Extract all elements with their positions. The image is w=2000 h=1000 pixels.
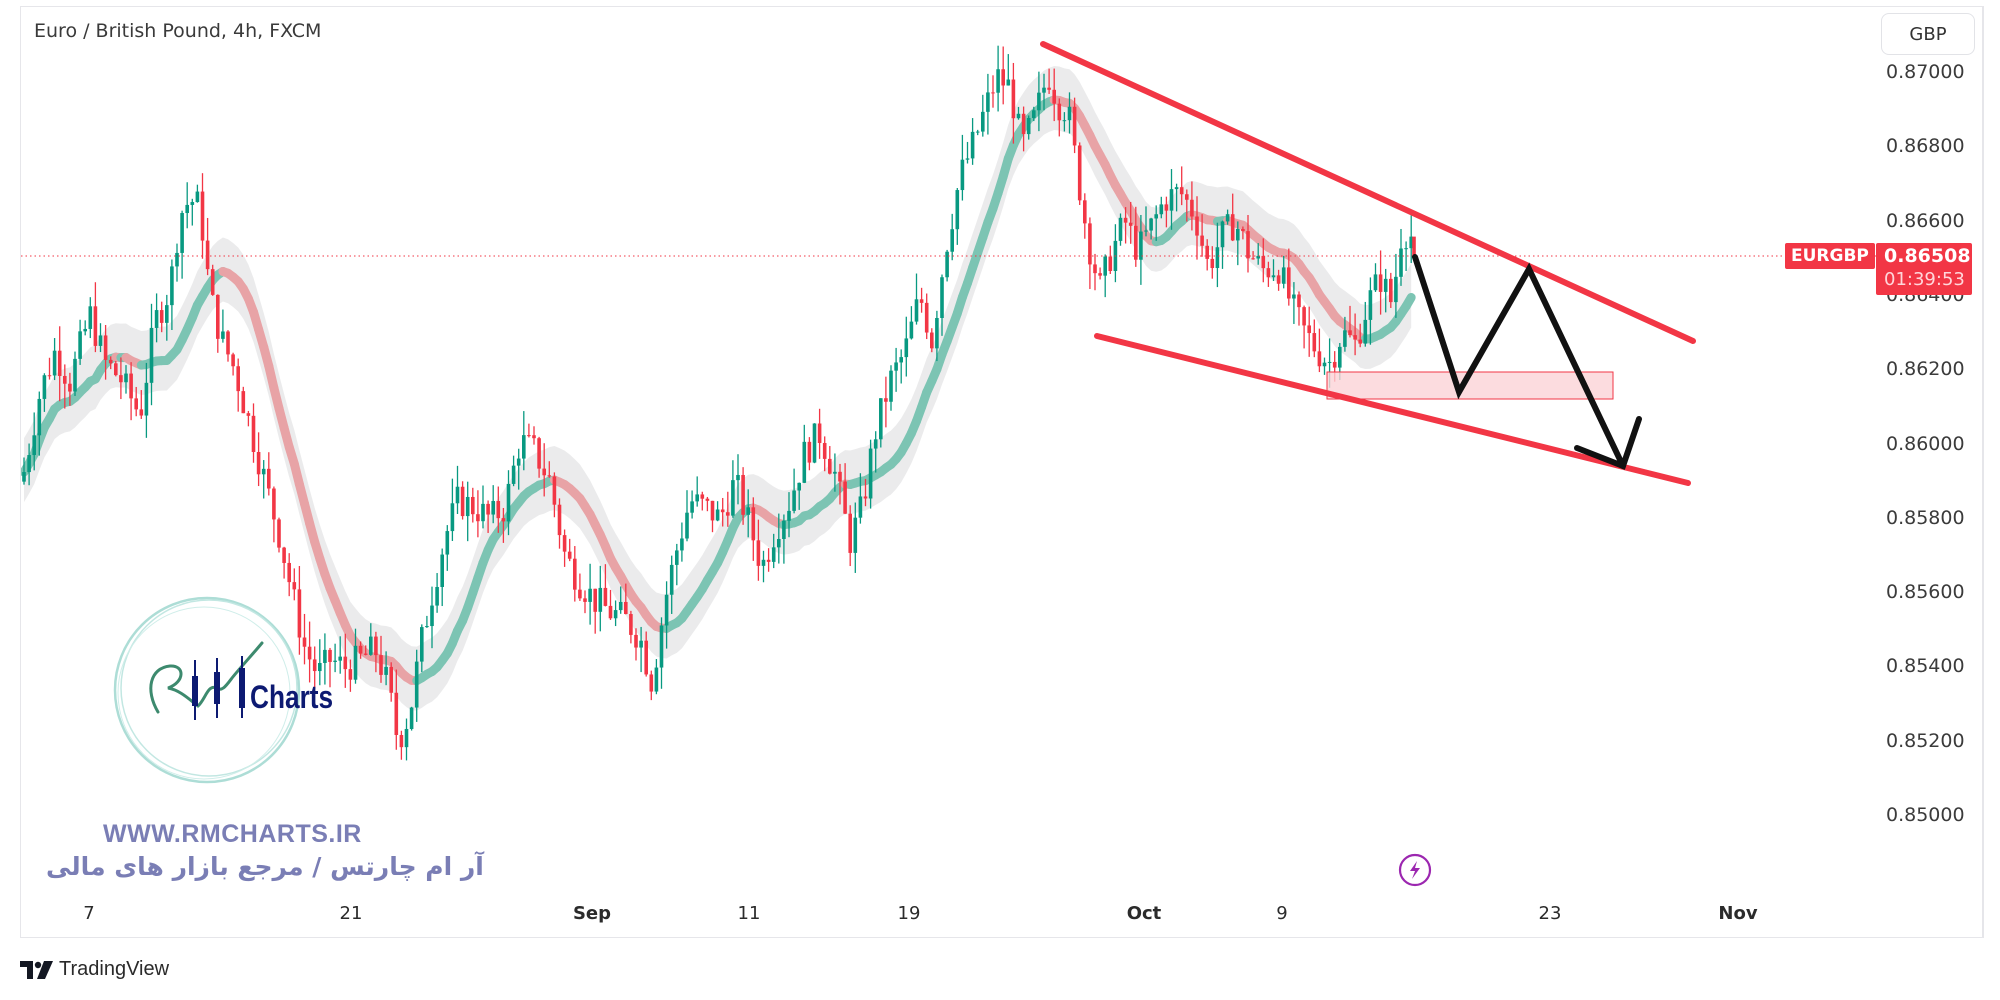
candlestick-series bbox=[22, 45, 1416, 761]
symbol-tag: EURGBP bbox=[1785, 243, 1875, 269]
price-axis-divider bbox=[1983, 6, 1984, 938]
chart-title: Euro / British Pound, 4h, FXCM bbox=[34, 20, 322, 42]
price-axis-label: 0.86800 bbox=[1886, 135, 1965, 158]
price-axis-label: 0.85600 bbox=[1886, 581, 1965, 604]
tradingview-brand-text: TradingView bbox=[59, 958, 170, 980]
bar-countdown: 01:39:53 bbox=[1884, 269, 1965, 290]
price-axis-label: 0.85400 bbox=[1886, 655, 1965, 678]
price-axis-label: 0.85000 bbox=[1886, 804, 1965, 826]
projection-arrowhead[interactable] bbox=[1574, 416, 1642, 470]
price-axis-label: 0.86600 bbox=[1886, 209, 1965, 232]
projection-zigzag-path[interactable] bbox=[1412, 254, 1626, 469]
watermark-tagline: آر ام چارتس / مرجع بازار های مالی bbox=[46, 852, 484, 881]
lower-trendline[interactable] bbox=[1094, 333, 1691, 486]
time-axis-label: 11 bbox=[737, 903, 761, 924]
watermark-logo-ring bbox=[113, 596, 301, 784]
last-price-tag: 0.86508 01:39:53 bbox=[1876, 243, 1972, 295]
indicator-ma-line bbox=[21, 95, 1416, 686]
time-axis-label: Oct bbox=[1126, 903, 1162, 924]
time-axis-label: 7 bbox=[83, 903, 95, 924]
last-price-value: 0.86508 bbox=[1884, 245, 1971, 267]
price-axis-label: 0.85800 bbox=[1886, 506, 1965, 529]
price-axis-label: 0.86000 bbox=[1886, 432, 1965, 455]
watermark-brand-text: Charts bbox=[250, 679, 334, 715]
indicator-band bbox=[24, 65, 1412, 711]
watermark-url: WWW.RMCHARTS.IR bbox=[103, 820, 362, 848]
watermark-rm-mark bbox=[149, 641, 264, 720]
time-axis-label: 19 bbox=[897, 903, 921, 924]
upper-trendline[interactable] bbox=[1040, 41, 1696, 344]
time-axis-label: Nov bbox=[1718, 903, 1758, 924]
tradingview-footer[interactable]: TradingView bbox=[20, 958, 169, 981]
price-axis-label: 0.87000 bbox=[1886, 61, 1965, 83]
time-axis-label: 23 bbox=[1538, 903, 1562, 924]
time-axis-label: 9 bbox=[1276, 903, 1288, 924]
time-axis-label: Sep bbox=[572, 903, 612, 924]
time-axis-label: 21 bbox=[339, 903, 363, 924]
currency-unit-button[interactable]: GBP bbox=[1881, 13, 1975, 55]
lightning-icon[interactable] bbox=[1398, 853, 1432, 887]
tradingview-logo-icon bbox=[20, 960, 53, 979]
price-axis-label: 0.86200 bbox=[1886, 358, 1965, 381]
price-axis-label: 0.85200 bbox=[1886, 729, 1965, 752]
